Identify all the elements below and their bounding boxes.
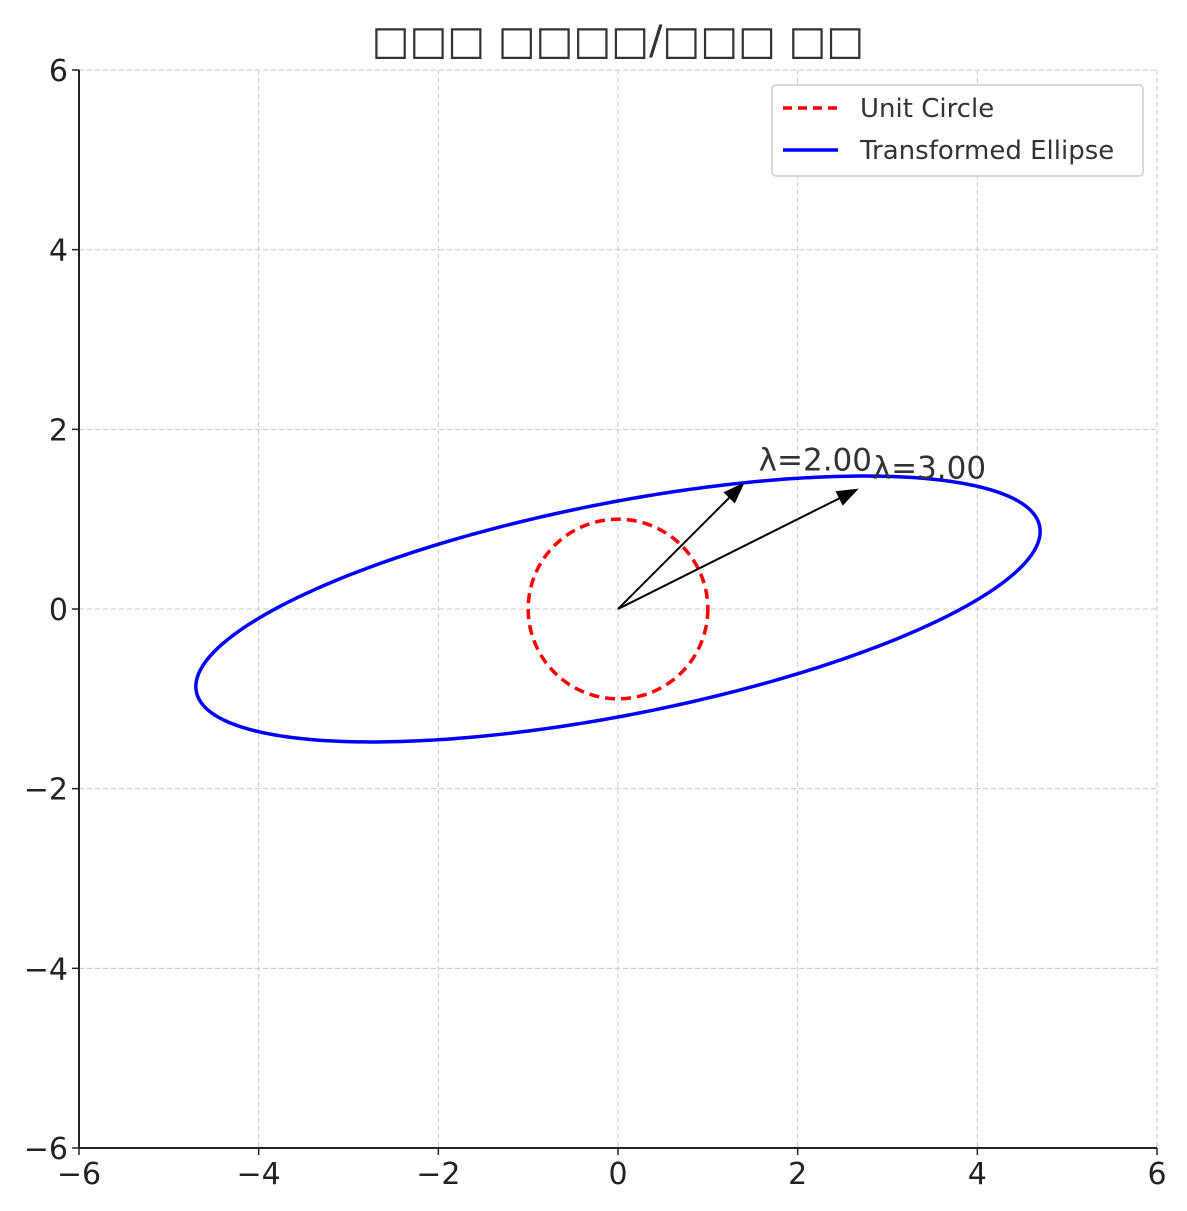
legend-label-transformed-ellipse: Transformed Ellipse [859,136,1114,166]
y-tick-label: 4 [49,234,68,269]
legend: Unit Circle Transformed Ellipse [771,84,1144,177]
legend-label-unit-circle: Unit Circle [860,94,994,124]
y-tick-label: −6 [24,1132,68,1167]
y-tick-label: −2 [24,773,68,808]
x-tick-label: 6 [1147,1157,1166,1192]
unit-circle-series [526,517,710,701]
eigenvector-arrow-shaft [617,497,730,610]
x-tick-label: 4 [968,1157,987,1192]
x-tick-label: −4 [237,1157,281,1192]
eigenvector-arrow-head [723,482,745,504]
eigenvector-label: λ=2.00 [759,442,872,478]
eigenvector-label: λ=3.00 [873,451,986,487]
eigenvector-arrow-head [835,488,859,506]
plot-area [194,474,1042,744]
vectors: λ=2.00 λ=3.00 [617,442,986,610]
x-tick-label: −6 [57,1157,101,1192]
transformed-ellipse-series [194,474,1042,744]
legend-box [771,84,1144,177]
x-tick-label: −2 [416,1157,460,1192]
axes: −6 −4 −2 0 2 4 6 −6 −4 −2 0 2 4 6 [24,54,1167,1192]
eigenvector-arrow-shaft [617,497,840,610]
y-tick-label: 0 [49,593,68,628]
x-tick-label: 0 [608,1157,627,1192]
x-tick-label: 2 [788,1157,807,1192]
y-tick-label: 6 [49,54,68,89]
y-tick-label: 2 [49,413,68,448]
grid [78,69,1158,1149]
chart-title: □□□ □□□□/□□□ □□ [372,18,864,64]
y-tick-label: −4 [24,952,68,987]
